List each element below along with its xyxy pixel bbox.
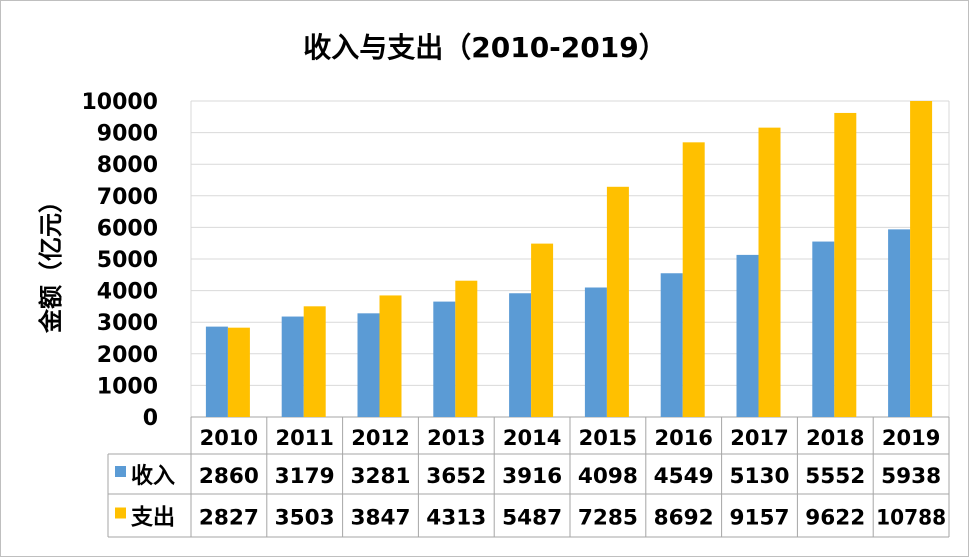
y-tick-label: 8000 (97, 153, 158, 178)
data-table-cell: 2860 (199, 464, 259, 488)
bar-支出-2016 (682, 142, 705, 417)
x-category-label: 2010 (200, 426, 258, 450)
bar-支出-2015 (606, 186, 629, 417)
data-table-cell: 5938 (881, 464, 941, 488)
y-tick-label: 6000 (97, 216, 158, 241)
y-tick-label: 7000 (97, 185, 158, 210)
data-table-cell: 4313 (426, 506, 486, 530)
bar-收入-2014 (509, 293, 532, 417)
data-table-cell: 4098 (578, 464, 638, 488)
bar-收入-2016 (660, 273, 683, 417)
y-tick-label: 9000 (97, 122, 158, 147)
y-tick-label: 4000 (97, 280, 158, 305)
y-tick-label: 1000 (97, 374, 158, 399)
data-table-cell: 3503 (275, 506, 335, 530)
bar-支出-2010 (227, 327, 250, 417)
bar-收入-2012 (357, 313, 380, 417)
data-table-cell: 4549 (654, 464, 714, 488)
bar-收入-2013 (433, 301, 456, 417)
data-table-cell: 8692 (654, 506, 714, 530)
legend-label: 支出 (131, 506, 175, 531)
data-table-cell: 9157 (730, 506, 790, 530)
bar-支出-2017 (758, 127, 781, 418)
x-category-label: 2017 (730, 426, 788, 450)
legend-label: 收入 (131, 463, 175, 489)
bar-支出-2014 (531, 243, 554, 417)
bar-支出-2019 (910, 101, 933, 417)
x-category-label: 2014 (503, 426, 561, 450)
bar-支出-2011 (303, 306, 326, 417)
y-tick-label: 0 (143, 406, 158, 431)
data-table-cell: 3281 (351, 464, 411, 488)
bar-收入-2017 (736, 254, 759, 417)
y-tick-label: 3000 (97, 311, 158, 336)
legend-key-收入 (115, 466, 126, 477)
y-tick-label: 2000 (97, 343, 158, 368)
legend-key-支出 (115, 507, 126, 519)
bar-收入-2019 (888, 229, 911, 417)
x-category-label: 2019 (882, 426, 940, 450)
chart-title: 收入与支出（2010-2019） (303, 31, 666, 64)
data-table-cell: 5487 (502, 506, 562, 530)
bar-支出-2012 (379, 295, 402, 417)
data-table-cell: 9622 (805, 506, 865, 530)
bar-收入-2011 (281, 316, 304, 417)
data-table-cell: 3179 (275, 464, 335, 488)
x-category-label: 2013 (427, 426, 485, 450)
data-table-cell: 3652 (426, 464, 486, 488)
x-category-label: 2011 (275, 426, 333, 450)
bar-收入-2015 (584, 287, 607, 417)
data-table-cell: 5552 (805, 464, 865, 488)
x-category-label: 2016 (654, 426, 712, 450)
data-table-cell: 3847 (351, 506, 411, 530)
bar-支出-2013 (455, 280, 478, 417)
data-table-cell: 5130 (730, 464, 790, 488)
y-tick-label: 10000 (81, 90, 158, 115)
bar-支出-2018 (834, 112, 857, 418)
data-table-cell: 3916 (502, 464, 562, 488)
bar-收入-2018 (812, 241, 835, 417)
data-table-cell: 7285 (578, 506, 638, 530)
y-axis-title: 金额（亿元） (37, 189, 65, 334)
data-table-cell: 2827 (199, 506, 259, 530)
y-tick-label: 5000 (97, 248, 158, 273)
data-table-cell: 10788 (876, 506, 946, 530)
bar-收入-2010 (205, 326, 228, 417)
x-category-label: 2012 (351, 426, 409, 450)
x-category-label: 2018 (806, 426, 864, 450)
x-category-label: 2015 (579, 426, 637, 450)
